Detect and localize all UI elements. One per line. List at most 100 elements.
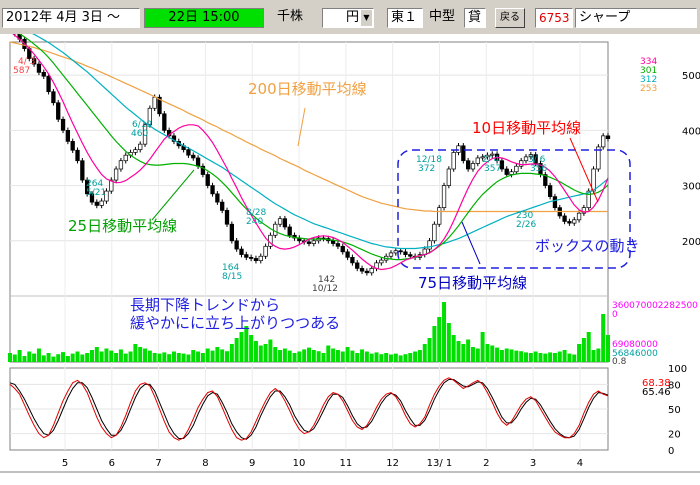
back-button[interactable]: 戻る <box>495 8 525 28</box>
candle-up <box>311 240 316 244</box>
volume-bar <box>316 351 321 362</box>
volume-bar <box>451 335 456 362</box>
candle-up <box>118 160 124 170</box>
volume-bar <box>331 348 336 362</box>
candle-down <box>210 185 215 195</box>
candle-down <box>191 154 196 159</box>
candle-up <box>268 234 273 247</box>
candle-up <box>99 200 104 206</box>
volume-bar <box>85 353 90 362</box>
candle-down <box>41 72 46 77</box>
price-extreme-label: 264 <box>86 179 103 189</box>
volume-bar <box>128 351 133 362</box>
volume-bar <box>384 353 389 362</box>
volume-bar <box>490 345 495 362</box>
candle-up <box>109 179 114 192</box>
volume-bar <box>364 351 369 362</box>
candle-down <box>465 160 471 170</box>
candle-down <box>398 250 403 253</box>
candle-down <box>345 251 350 258</box>
candle-down <box>56 102 61 120</box>
volume-bar <box>157 353 162 362</box>
candle-up <box>576 212 582 221</box>
volume-bar <box>456 341 461 362</box>
candle-up <box>393 250 398 254</box>
price-extreme-label: 4/ 3 <box>18 57 35 67</box>
candle-down <box>60 118 66 131</box>
volume-bar <box>326 345 331 362</box>
volume-bar <box>369 353 374 362</box>
candle-down <box>605 135 611 139</box>
volume-bar <box>41 355 46 362</box>
candle-down <box>234 240 239 250</box>
volume-bar <box>543 353 548 362</box>
candle-up <box>581 207 587 214</box>
volume-bar <box>475 348 480 362</box>
volume-bar <box>162 352 167 362</box>
x-tick-label: 4 <box>577 458 583 469</box>
candle-up <box>586 190 591 209</box>
volume-bar <box>200 353 205 362</box>
volume-scale-label: 360070002282500 <box>612 301 698 311</box>
volume-bar <box>519 351 524 362</box>
candle-down <box>306 241 312 244</box>
candle-down <box>215 193 220 203</box>
volume-bar <box>398 355 403 362</box>
toolbar: 2012年 4月 3日 ～ 22日 15:00 千株 円 ▼ 東１ 中型 貸 戻… <box>0 0 700 35</box>
volume-bar <box>147 350 152 362</box>
volume-bar <box>393 353 398 362</box>
price-extreme-label: 2/ 4 <box>482 155 500 165</box>
x-tick-label: 5 <box>62 458 68 469</box>
volume-bar <box>191 350 196 362</box>
volume-bar <box>268 339 273 362</box>
volume-bar <box>509 349 514 362</box>
volume-bar <box>408 353 413 362</box>
candle-down <box>239 248 244 255</box>
candle-up <box>480 156 485 159</box>
volume-bar <box>36 348 41 362</box>
volume-bar <box>499 350 504 362</box>
unit-label: 千株 <box>277 9 304 24</box>
price-extreme-label: 3/ 6 <box>528 155 546 165</box>
volume-bar <box>350 350 355 362</box>
ma10-line <box>12 34 609 271</box>
candle-up <box>519 160 524 167</box>
candle-down <box>94 201 99 206</box>
candle-down <box>70 141 75 151</box>
candle-down <box>46 75 51 93</box>
candle-up <box>451 152 456 170</box>
volume-bar <box>601 314 606 362</box>
volume-bar <box>249 335 254 362</box>
volume-bar <box>239 332 244 362</box>
currency-select[interactable]: 円 ▼ <box>322 8 374 28</box>
candle-down <box>340 245 345 253</box>
candle-up <box>152 96 157 109</box>
volume-bar <box>567 353 572 362</box>
candle-up <box>379 259 384 264</box>
volume-bar <box>302 349 307 362</box>
oscillator-lines <box>9 377 609 441</box>
stock-code-input[interactable]: 6753 <box>535 8 573 28</box>
volume-bar <box>581 338 586 362</box>
price-extreme-label: 5/21 <box>86 188 106 198</box>
date-from-field[interactable]: 2012年 4月 3日 ～ <box>2 8 140 28</box>
volume-bar <box>244 326 249 362</box>
volume-bar <box>437 317 442 362</box>
volume-bar <box>360 349 365 362</box>
oscillator-tick-label: 20 <box>668 430 681 441</box>
volume-bar <box>557 351 562 362</box>
volume-bar <box>461 344 466 362</box>
ma200-annotation: 200日移動平均線 <box>248 80 367 98</box>
volume-bar <box>548 352 553 362</box>
volume-bar <box>374 352 379 362</box>
volume-bar <box>143 348 148 362</box>
candle-down <box>36 63 42 73</box>
date-to-field[interactable]: 22日 15:00 <box>144 8 264 28</box>
volume-bar <box>282 348 287 362</box>
volume-bar <box>80 354 85 362</box>
volume-bar <box>167 354 172 362</box>
volume-bar <box>307 347 311 362</box>
oscillator-value-label: 65.46 <box>642 387 671 398</box>
x-tick-label: 10 <box>293 458 306 469</box>
lending-badge: 貸 <box>464 8 486 28</box>
